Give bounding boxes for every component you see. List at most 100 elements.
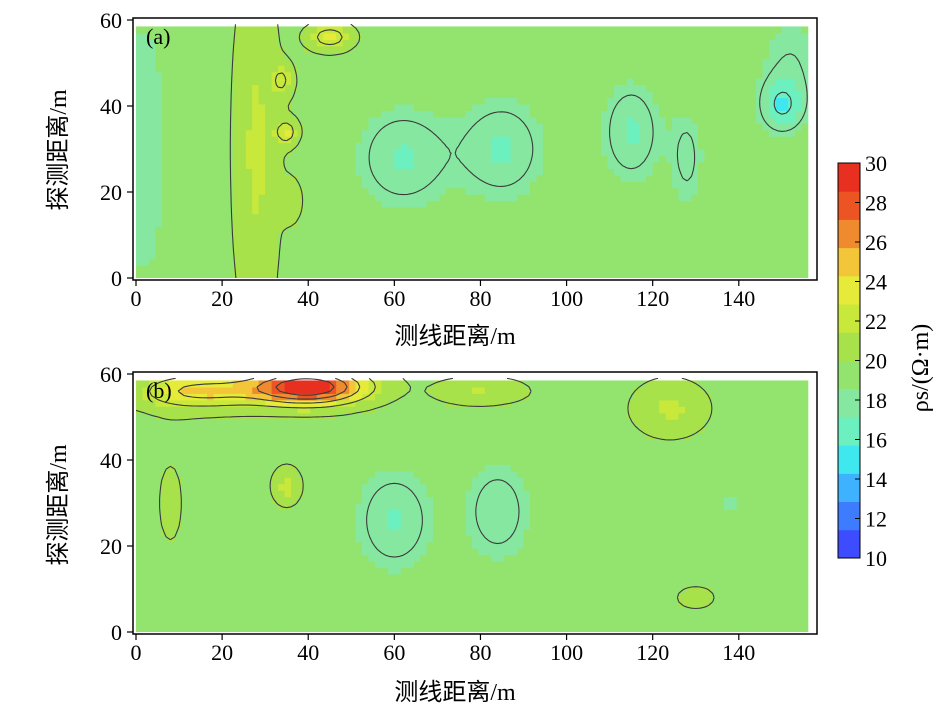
heatmap-cell <box>413 252 421 260</box>
heatmap-cell <box>484 103 492 111</box>
heatmap-cell <box>232 265 240 273</box>
heatmap-cell <box>226 65 234 73</box>
heatmap-cell <box>497 136 505 144</box>
heatmap-cell <box>142 32 150 40</box>
heatmap-cell <box>684 194 693 202</box>
heatmap-cell <box>381 194 389 202</box>
heatmap-cell <box>607 258 615 266</box>
heatmap-cell <box>394 265 402 273</box>
heatmap-cell <box>620 245 628 253</box>
heatmap-cell <box>394 97 402 105</box>
heatmap-cell <box>730 174 738 182</box>
heatmap-cell <box>613 52 621 60</box>
heatmap-cell <box>659 207 667 215</box>
heatmap-cell <box>349 174 357 182</box>
heatmap-cell <box>232 535 240 543</box>
heatmap-cell <box>665 26 673 34</box>
heatmap-cell <box>226 522 234 530</box>
heatmap-cell <box>730 239 738 247</box>
heatmap-cell <box>349 32 357 40</box>
heatmap-cell <box>523 168 531 176</box>
heatmap-cell <box>200 528 208 536</box>
heatmap-cell <box>736 232 744 240</box>
heatmap-cell <box>168 181 176 189</box>
heatmap-cell <box>265 573 273 581</box>
heatmap-cell <box>439 142 447 150</box>
heatmap-cell <box>258 477 266 485</box>
heatmap-cell <box>697 194 705 202</box>
heatmap-cell <box>568 174 576 182</box>
heatmap-cell <box>187 509 195 517</box>
heatmap-cell <box>407 252 415 260</box>
heatmap-cell <box>368 45 376 53</box>
heatmap-cell <box>581 149 589 157</box>
heatmap-cell <box>775 78 783 86</box>
heatmap-cell <box>420 149 428 157</box>
heatmap-cell <box>542 258 550 266</box>
heatmap-cell <box>232 213 240 221</box>
heatmap-cell <box>265 522 273 530</box>
heatmap-cell <box>413 129 421 137</box>
heatmap-cell <box>161 599 169 607</box>
heatmap-cell <box>458 258 466 266</box>
heatmap-cell <box>271 271 279 278</box>
heatmap-cell <box>517 26 525 34</box>
heatmap-cell <box>756 142 764 150</box>
heatmap-cell <box>768 213 776 221</box>
heatmap-cell <box>781 45 789 53</box>
heatmap-cell <box>303 265 311 273</box>
heatmap-cell <box>775 258 783 266</box>
heatmap-cell <box>723 129 731 137</box>
heatmap-cell <box>200 200 208 208</box>
heatmap-cell <box>601 187 609 195</box>
heatmap-cell <box>200 554 208 562</box>
heatmap-cell <box>762 123 770 131</box>
heatmap-cell <box>465 239 473 247</box>
heatmap-cell <box>161 477 169 485</box>
heatmap-cell <box>446 39 454 47</box>
heatmap-cell <box>336 90 344 98</box>
heatmap-cell <box>736 265 744 273</box>
heatmap-cell <box>710 265 718 273</box>
heatmap-cell <box>148 612 156 620</box>
heatmap-cell <box>691 71 699 79</box>
heatmap-cell <box>594 207 602 215</box>
heatmap-cell <box>181 567 189 575</box>
heatmap-cell <box>542 155 550 163</box>
heatmap-cell <box>691 245 699 253</box>
heatmap-cell <box>181 399 189 407</box>
heatmap-cell <box>265 399 273 407</box>
heatmap-cell <box>691 219 699 227</box>
heatmap-cell <box>362 174 370 182</box>
heatmap-cell <box>161 393 169 401</box>
heatmap-cell <box>232 567 240 575</box>
heatmap-cell <box>239 187 247 195</box>
heatmap-cell <box>258 26 266 34</box>
heatmap-cell <box>497 213 505 221</box>
heatmap-cell <box>155 226 163 234</box>
heatmap-cell <box>265 149 273 157</box>
heatmap-cell <box>549 258 557 266</box>
x-axis-label-a: 测线距离/m <box>394 323 516 350</box>
heatmap-cell <box>155 606 163 614</box>
heatmap-cell <box>801 65 809 73</box>
heatmap-cell <box>710 149 718 157</box>
heatmap-cell <box>626 110 634 118</box>
heatmap-cell <box>491 103 499 111</box>
heatmap-cell <box>329 136 337 144</box>
heatmap-cell <box>691 168 699 176</box>
heatmap-cell <box>265 110 273 118</box>
heatmap-cell <box>452 187 460 195</box>
heatmap-cell <box>665 232 673 240</box>
heatmap-cell <box>239 123 247 131</box>
heatmap-cell <box>194 606 202 614</box>
heatmap-cell <box>736 97 744 105</box>
heatmap-cell <box>633 103 641 111</box>
heatmap-cell <box>749 58 757 66</box>
heatmap-cell <box>452 123 460 131</box>
heatmap-cell <box>704 52 712 60</box>
heatmap-cell <box>148 97 156 105</box>
heatmap-cell <box>426 207 434 215</box>
heatmap-cell <box>252 432 260 440</box>
heatmap-cell <box>717 129 725 137</box>
